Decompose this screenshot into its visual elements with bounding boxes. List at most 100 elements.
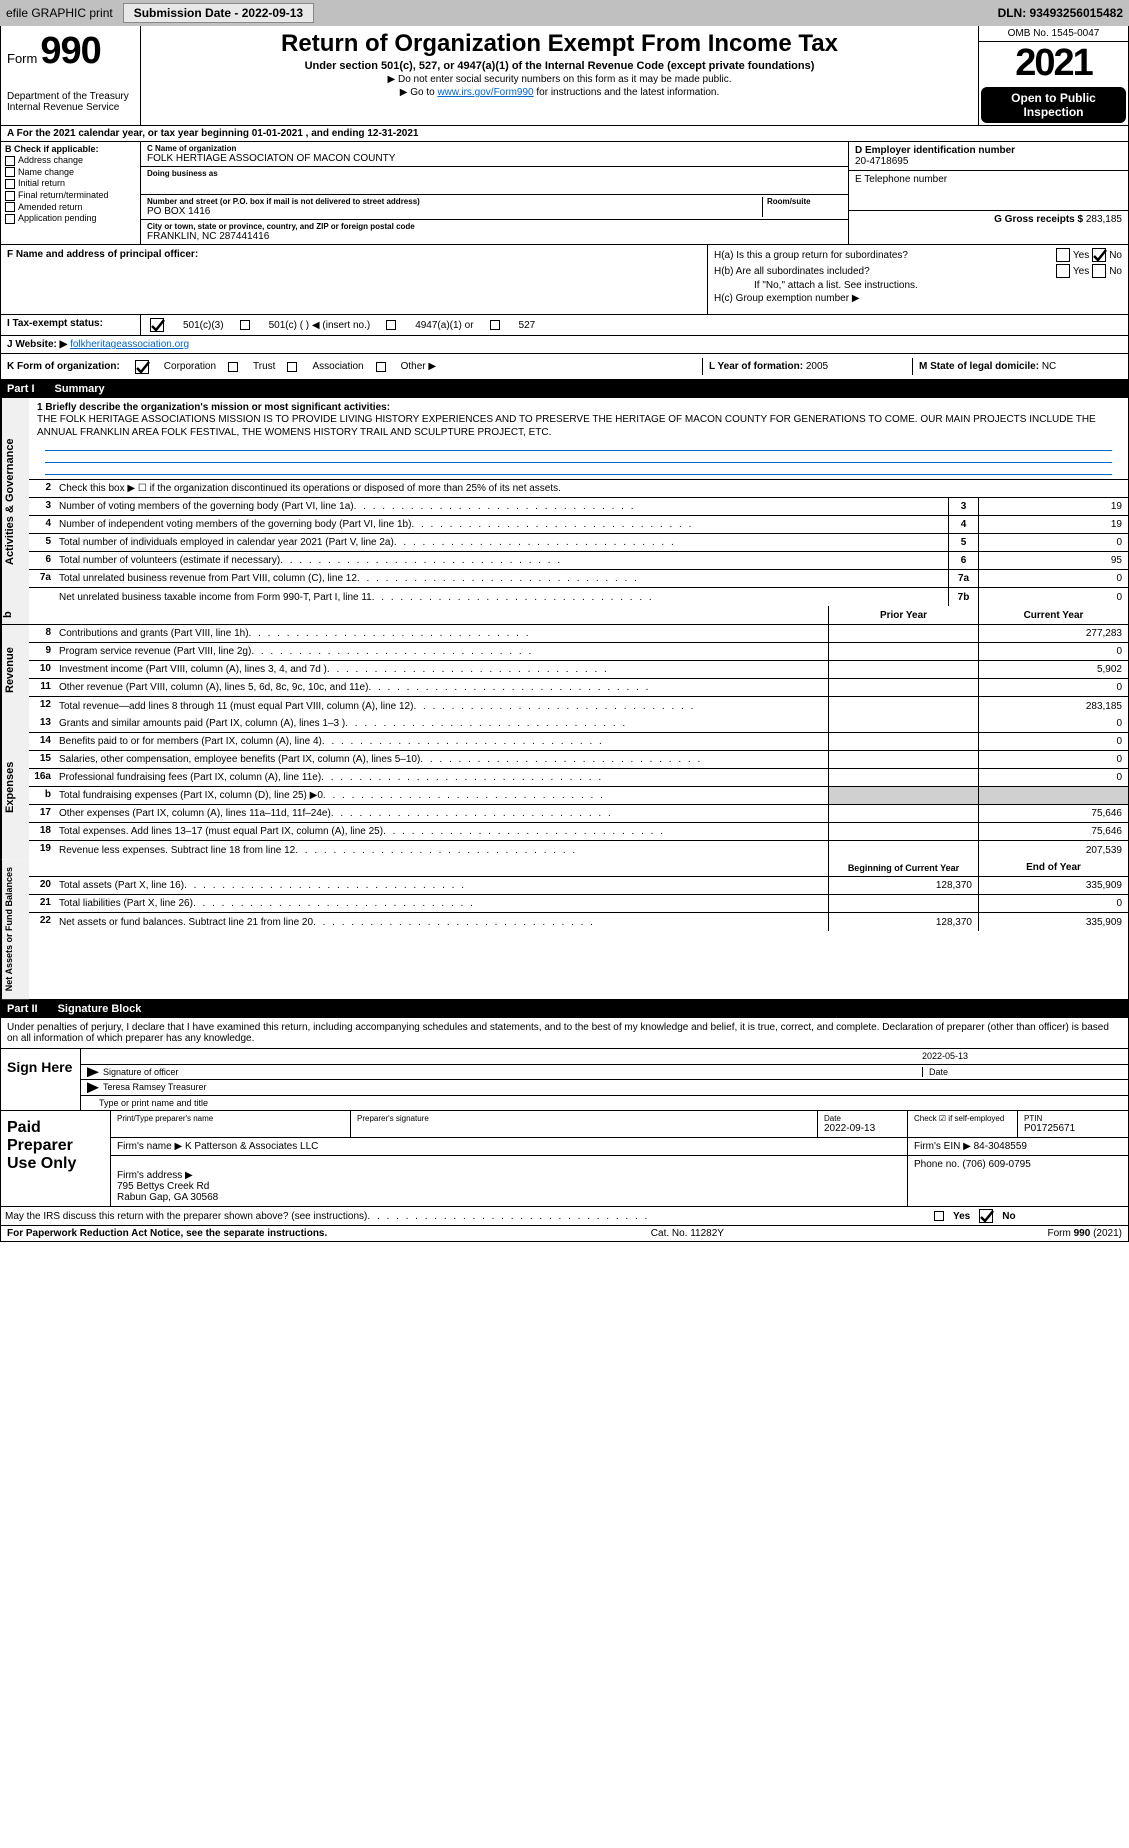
footer-form: Form 990 (2021)	[1048, 1228, 1122, 1239]
omb-number: OMB No. 1545-0047	[979, 26, 1128, 42]
row-i: I Tax-exempt status: 501(c)(3) 501(c) ( …	[0, 315, 1129, 336]
hb-yes-checkbox[interactable]	[1056, 264, 1070, 278]
form-word: Form	[7, 51, 37, 66]
chk-initial-return[interactable]: Initial return	[5, 178, 136, 189]
block-fh: F Name and address of principal officer:…	[0, 245, 1129, 315]
year-formation: 2005	[806, 361, 828, 372]
may-irs-yes-checkbox[interactable]	[934, 1211, 944, 1221]
section-net-assets: Net Assets or Fund Balances Beginning of…	[0, 859, 1129, 1000]
sign-here-block: Sign Here 2022-05-13 Signature of office…	[0, 1049, 1129, 1111]
hb-no-checkbox[interactable]	[1092, 264, 1106, 278]
section-expenses: Expenses 13Grants and similar amounts pa…	[0, 715, 1129, 859]
may-irs-row: May the IRS discuss this return with the…	[0, 1207, 1129, 1226]
trust-checkbox[interactable]	[228, 362, 238, 372]
year-cell: OMB No. 1545-0047 2021 Open to Public In…	[978, 26, 1128, 125]
footer-left: For Paperwork Reduction Act Notice, see …	[7, 1228, 327, 1239]
row-a-tax-year: A For the 2021 calendar year, or tax yea…	[0, 126, 1129, 142]
sig-date-label: Date	[922, 1067, 1122, 1077]
irs-link[interactable]: www.irs.gov/Form990	[437, 87, 533, 98]
submission-date-button[interactable]: Submission Date - 2022-09-13	[123, 3, 314, 23]
line-20: 20Total assets (Part X, line 16)128,3703…	[29, 877, 1128, 895]
sig-officer-label: Signature of officer	[103, 1067, 922, 1077]
mission-text: THE FOLK HERITAGE ASSOCIATIONS MISSION I…	[37, 414, 1096, 438]
preparer-date: 2022-09-13	[824, 1123, 901, 1134]
line-13: 13Grants and similar amounts paid (Part …	[29, 715, 1128, 733]
l2-text: Check this box ▶ ☐ if the organization d…	[55, 480, 1128, 497]
gov-line-7a: 7aTotal unrelated business revenue from …	[29, 570, 1128, 588]
gov-line-4: 4Number of independent voting members of…	[29, 516, 1128, 534]
ha-yes-checkbox[interactable]	[1056, 248, 1070, 262]
firm-address: 795 Bettys Creek Rd Rabun Gap, GA 30568	[117, 1181, 218, 1203]
chk-application-pending[interactable]: Application pending	[5, 213, 136, 224]
hdr-beginning: Beginning of Current Year	[828, 859, 978, 876]
sign-here-label: Sign Here	[1, 1049, 81, 1110]
line-11: 11Other revenue (Part VIII, column (A), …	[29, 679, 1128, 697]
chk-final-return[interactable]: Final return/terminated	[5, 190, 136, 201]
sig-arrow-icon	[87, 1067, 99, 1077]
chk-name-change[interactable]: Name change	[5, 167, 136, 178]
firm-phone: (706) 609-0795	[962, 1159, 1030, 1170]
line-19: 19Revenue less expenses. Subtract line 1…	[29, 841, 1128, 859]
527-checkbox[interactable]	[490, 320, 500, 330]
tab-revenue: Revenue	[1, 625, 29, 715]
form-number: 990	[40, 30, 100, 72]
gov-line-7b: Net unrelated business taxable income fr…	[29, 588, 1128, 606]
addr-value: PO BOX 1416	[147, 206, 762, 217]
page-footer: For Paperwork Reduction Act Notice, see …	[0, 1226, 1129, 1242]
website-link[interactable]: folkheritageassociation.org	[70, 339, 189, 350]
firm-name: K Patterson & Associates LLC	[185, 1141, 318, 1152]
self-employed-check[interactable]: Check ☑ if self-employed	[914, 1114, 1004, 1123]
ha-label: H(a) Is this a group return for subordin…	[714, 250, 1053, 261]
section-b-divider: b Prior Year Current Year	[0, 606, 1129, 625]
gov-line-3: 3Number of voting members of the governi…	[29, 498, 1128, 516]
paid-preparer-block: Paid Preparer Use Only Print/Type prepar…	[0, 1111, 1129, 1207]
hc-label: H(c) Group exemption number ▶	[714, 292, 1122, 305]
corp-checkbox[interactable]	[135, 360, 149, 374]
officer-name: Teresa Ramsey Treasurer	[103, 1082, 207, 1093]
note-goto: ▶ Go to www.irs.gov/Form990 for instruct…	[151, 87, 968, 98]
dept-treasury: Department of the Treasury Internal Reve…	[7, 91, 134, 113]
signature-declaration: Under penalties of perjury, I declare th…	[0, 1018, 1129, 1049]
chk-amended-return[interactable]: Amended return	[5, 202, 136, 213]
subtitle: Under section 501(c), 527, or 4947(a)(1)…	[151, 60, 968, 72]
dba-label: Doing business as	[147, 169, 842, 178]
gross-value: 283,185	[1086, 214, 1122, 225]
line-12: 12Total revenue—add lines 8 through 11 (…	[29, 697, 1128, 715]
chk-address-change[interactable]: Address change	[5, 155, 136, 166]
main-title: Return of Organization Exempt From Incom…	[151, 30, 968, 58]
officer-name-label: Type or print name and title	[99, 1098, 208, 1108]
gov-line-6: 6Total number of volunteers (estimate if…	[29, 552, 1128, 570]
sig-date: 2022-05-13	[922, 1051, 1122, 1062]
line-16a: 16aProfessional fundraising fees (Part I…	[29, 769, 1128, 787]
open-to-public: Open to Public Inspection	[981, 87, 1126, 123]
ein-label: D Employer identification number	[855, 145, 1015, 156]
sig-arrow-icon	[87, 1082, 99, 1093]
line-9: 9Program service revenue (Part VIII, lin…	[29, 643, 1128, 661]
col-c-org-info: C Name of organization FOLK HERTIAGE ASS…	[141, 142, 848, 244]
line-8: 8Contributions and grants (Part VIII, li…	[29, 625, 1128, 643]
may-irs-no-checkbox[interactable]	[979, 1209, 993, 1223]
block-bcd: B Check if applicable: Address change Na…	[0, 142, 1129, 245]
hdr-prior-year: Prior Year	[828, 606, 978, 624]
firm-ein: 84-3048559	[974, 1141, 1027, 1152]
assoc-checkbox[interactable]	[287, 362, 297, 372]
4947-checkbox[interactable]	[386, 320, 396, 330]
phone-label: E Telephone number	[855, 174, 947, 185]
line-21: 21Total liabilities (Part X, line 26)0	[29, 895, 1128, 913]
gov-line-5: 5Total number of individuals employed in…	[29, 534, 1128, 552]
501c-checkbox[interactable]	[240, 320, 250, 330]
hb-label: H(b) Are all subordinates included?	[714, 266, 1053, 277]
other-checkbox[interactable]	[376, 362, 386, 372]
row-j: J Website: ▶ folkheritageassociation.org	[0, 336, 1129, 354]
hb-note: If "No," attach a list. See instructions…	[714, 279, 1122, 292]
ha-no-checkbox[interactable]	[1092, 248, 1106, 262]
line-18: 18Total expenses. Add lines 13–17 (must …	[29, 823, 1128, 841]
501c3-checkbox[interactable]	[150, 318, 164, 332]
form-number-cell: Form 990 Department of the Treasury Inte…	[1, 26, 141, 125]
l1-label: 1 Briefly describe the organization's mi…	[37, 402, 390, 413]
city-label: City or town, state or province, country…	[147, 222, 842, 231]
org-name-label: C Name of organization	[147, 144, 842, 153]
title-cell: Return of Organization Exempt From Incom…	[141, 26, 978, 125]
col-f: F Name and address of principal officer:	[1, 245, 708, 314]
tab-governance: Activities & Governance	[1, 398, 29, 606]
